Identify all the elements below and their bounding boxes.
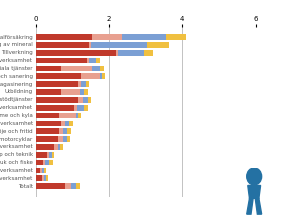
Bar [43, 160, 45, 166]
Bar [166, 34, 186, 40]
Bar [36, 168, 40, 173]
Bar [144, 50, 153, 56]
Bar [116, 50, 118, 56]
Bar [63, 128, 67, 134]
Bar [147, 42, 169, 48]
Bar [44, 168, 46, 173]
Bar [52, 152, 54, 158]
Bar [36, 97, 78, 103]
Bar [36, 81, 78, 87]
Bar [36, 128, 59, 134]
Bar [36, 120, 61, 126]
Bar [36, 34, 92, 40]
Bar [49, 152, 52, 158]
Bar [67, 136, 70, 142]
Bar [92, 66, 100, 71]
Bar [83, 97, 87, 103]
Bar [81, 73, 100, 79]
Bar [78, 81, 81, 87]
Bar [80, 89, 84, 95]
Bar [84, 89, 87, 95]
Bar [92, 34, 122, 40]
Bar [36, 66, 61, 71]
Bar [59, 128, 63, 134]
Bar [86, 81, 89, 87]
Bar [54, 144, 57, 150]
Bar [36, 175, 42, 181]
Bar [84, 105, 88, 110]
Bar [81, 81, 86, 87]
Bar [89, 42, 91, 48]
Bar [65, 120, 69, 126]
Bar [36, 183, 65, 189]
Bar [100, 73, 102, 79]
Bar [36, 73, 81, 79]
Bar [57, 144, 60, 150]
Bar [40, 168, 42, 173]
Bar [42, 168, 44, 173]
Polygon shape [248, 185, 261, 198]
Bar [100, 66, 104, 71]
Bar [36, 136, 57, 142]
Bar [87, 97, 91, 103]
Bar [36, 160, 43, 166]
Bar [42, 175, 44, 181]
Bar [36, 113, 59, 118]
Bar [36, 152, 47, 158]
Bar [61, 66, 92, 71]
Bar [46, 175, 48, 181]
Bar [36, 144, 54, 150]
Bar [60, 144, 63, 150]
Bar [44, 175, 46, 181]
Bar [91, 42, 147, 48]
Bar [69, 120, 73, 126]
Bar [102, 73, 105, 79]
Bar [45, 160, 49, 166]
Bar [67, 128, 71, 134]
Bar [72, 183, 76, 189]
Bar [49, 160, 53, 166]
Bar [59, 113, 76, 118]
Bar [76, 183, 80, 189]
Bar [78, 113, 81, 118]
Bar [76, 113, 78, 118]
Polygon shape [247, 198, 253, 214]
Bar [47, 152, 49, 158]
Bar [36, 58, 87, 63]
Bar [36, 105, 74, 110]
Bar [57, 136, 63, 142]
Bar [96, 58, 101, 63]
Bar [78, 97, 83, 103]
Bar [36, 42, 89, 48]
Bar [36, 89, 61, 95]
Bar [89, 58, 96, 63]
Bar [74, 105, 77, 110]
Bar [118, 50, 144, 56]
Circle shape [247, 168, 262, 185]
Bar [77, 105, 84, 110]
Bar [61, 89, 80, 95]
Bar [63, 136, 67, 142]
Bar [61, 120, 65, 126]
Bar [122, 34, 166, 40]
Bar [65, 183, 72, 189]
Polygon shape [255, 198, 262, 214]
Bar [36, 50, 116, 56]
Bar [87, 58, 89, 63]
